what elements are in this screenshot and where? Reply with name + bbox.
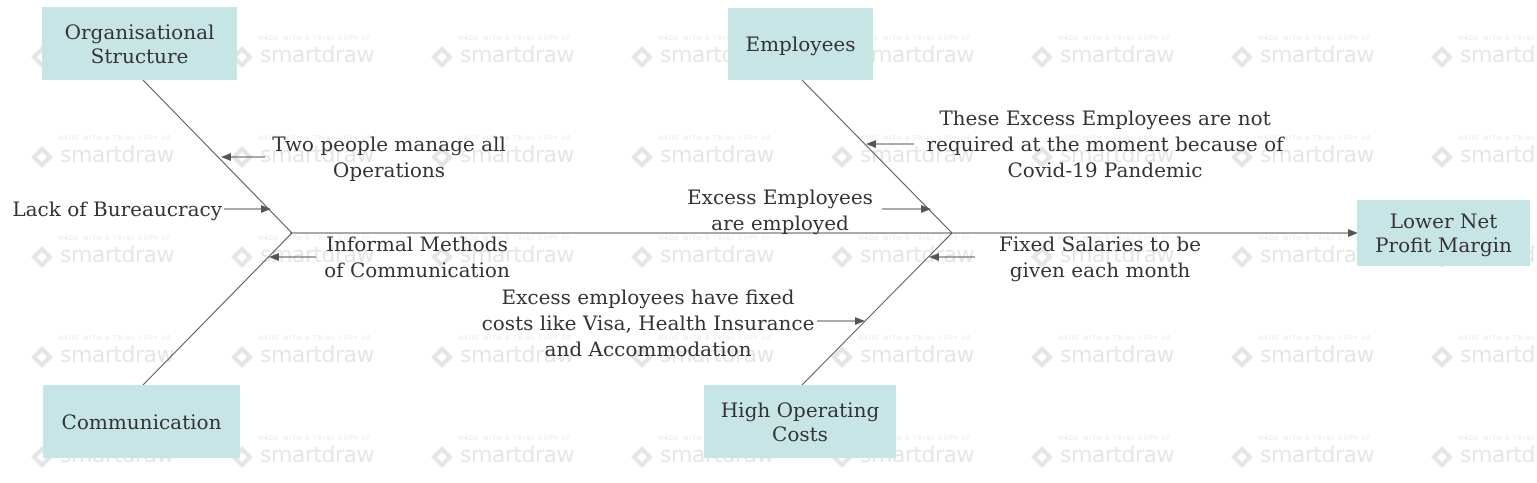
cause-excess-fixed-costs-label: Excess employees have fixed costs like V… xyxy=(481,285,815,361)
category-organisational-structure-label: Organisational Structure xyxy=(64,19,215,68)
effect-label: Lower Net Profit Margin xyxy=(1375,209,1512,257)
bone-high-operating-costs xyxy=(801,232,953,386)
cause-two-people: Two people manage all Operations xyxy=(266,131,512,183)
effect-box[interactable]: Lower Net Profit Margin xyxy=(1357,200,1530,266)
cause-excess-not-required-label: These Excess Employees are not required … xyxy=(926,106,1284,182)
cause-informal-methods-label: Informal Methods of Communication xyxy=(324,232,510,282)
cause-informal-methods: Informal Methods of Communication xyxy=(316,231,518,283)
cause-lack-bureaucracy-label: Lack of Bureaucracy xyxy=(12,197,222,221)
cause-two-people-label: Two people manage all Operations xyxy=(272,132,506,182)
cause-excess-not-required: These Excess Employees are not required … xyxy=(914,105,1296,183)
category-high-operating-costs-label: High Operating Costs xyxy=(720,397,880,446)
cause-excess-employed-label: Excess Employees are employed xyxy=(687,185,873,235)
category-employees[interactable]: Employees xyxy=(728,8,873,80)
cause-excess-fixed-costs: Excess employees have fixed costs like V… xyxy=(480,284,816,362)
category-employees-label: Employees xyxy=(745,32,856,56)
bone-communication xyxy=(142,232,293,386)
category-high-operating-costs[interactable]: High Operating Costs xyxy=(704,385,896,458)
category-communication[interactable]: Communication xyxy=(43,385,240,458)
category-communication-label: Communication xyxy=(61,409,222,434)
category-organisational-structure[interactable]: Organisational Structure xyxy=(42,7,237,80)
cause-fixed-salaries-label: Fixed Salaries to be given each month xyxy=(999,232,1201,282)
cause-lack-bureaucracy: Lack of Bureaucracy xyxy=(4,196,222,222)
cause-excess-employed: Excess Employees are employed xyxy=(680,184,880,236)
cause-fixed-salaries: Fixed Salaries to be given each month xyxy=(974,231,1226,283)
